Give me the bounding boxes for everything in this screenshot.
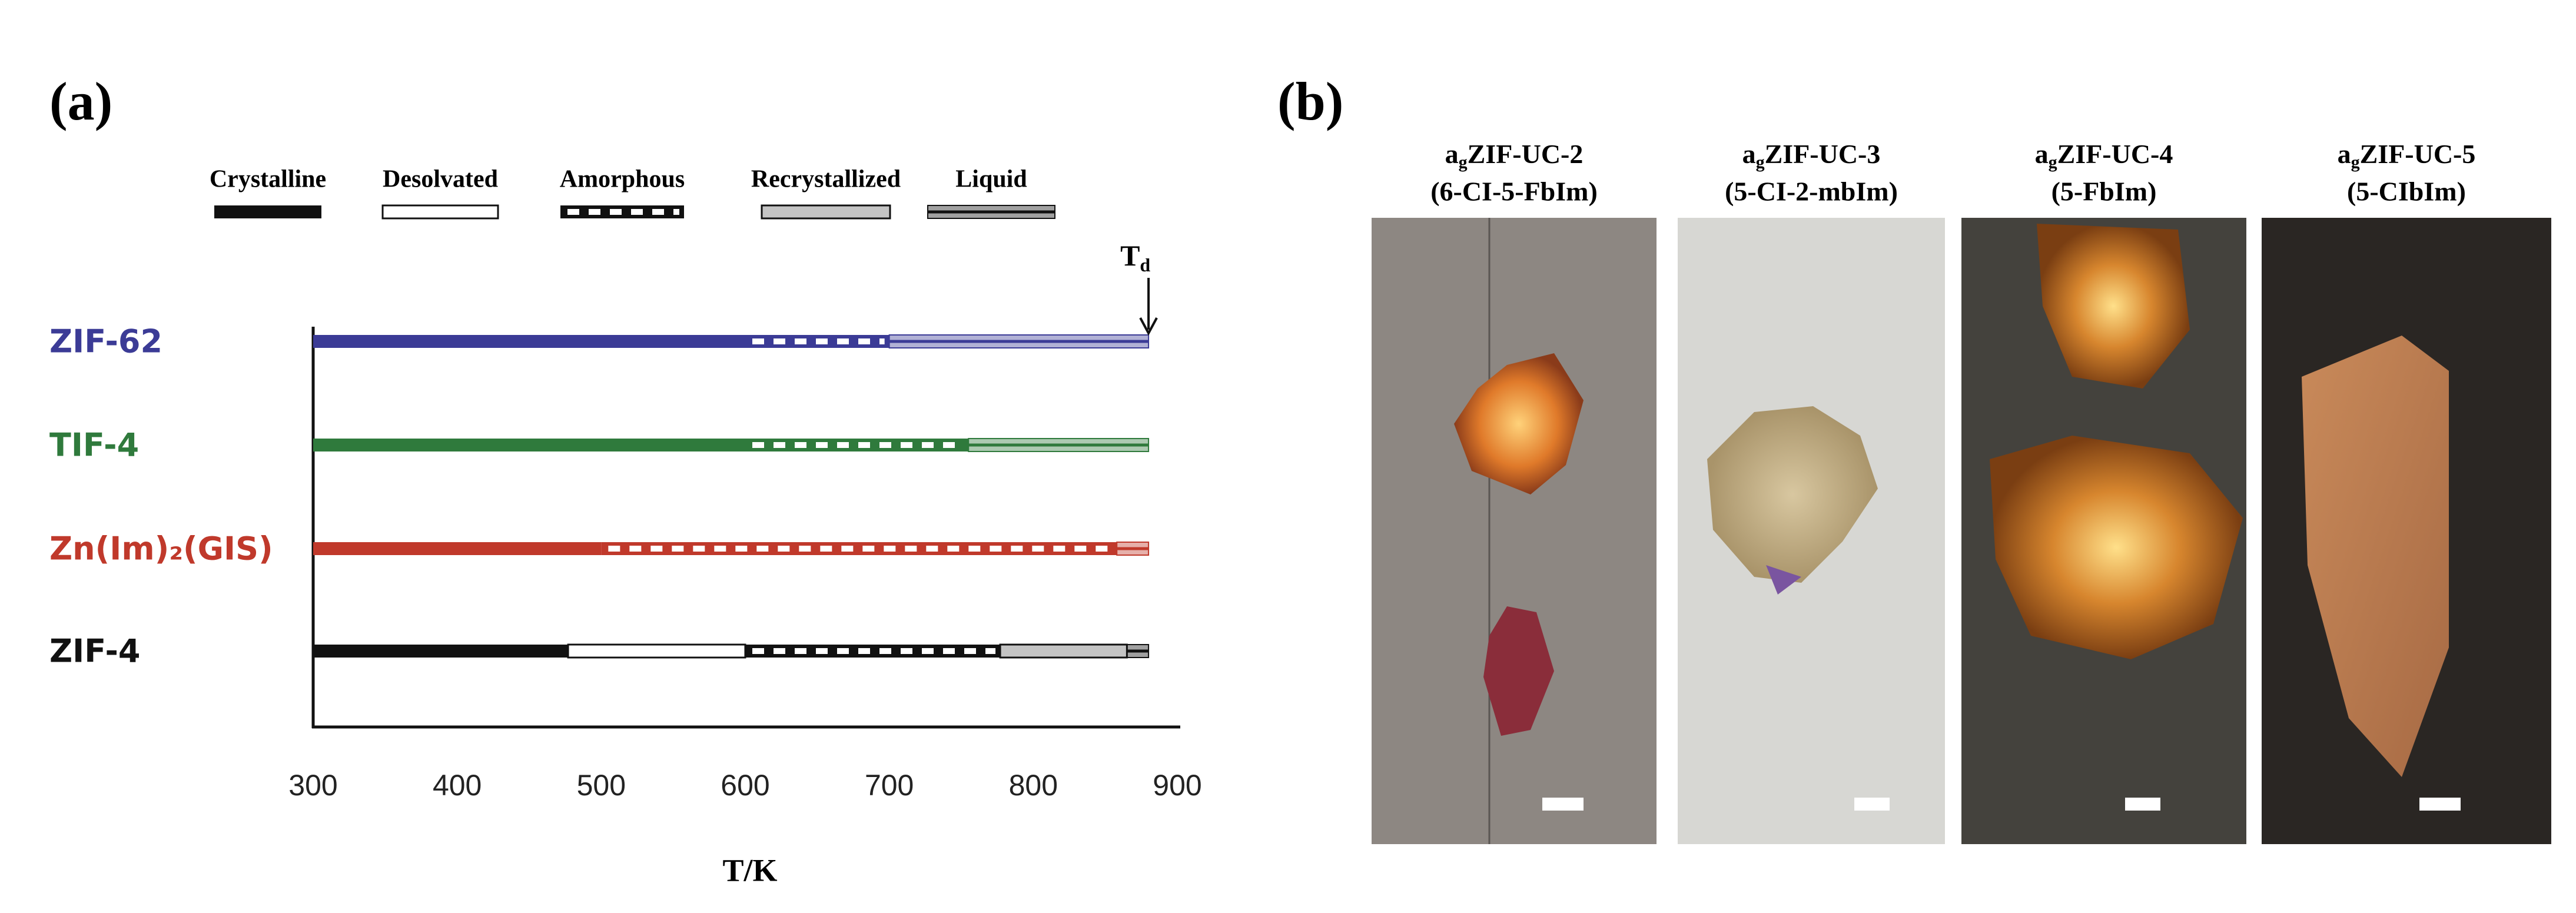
image-title: agZIF-UC-3 xyxy=(1742,139,1881,172)
td-label: Td xyxy=(1120,239,1150,275)
image-ligand: (5-CIbIm) xyxy=(2347,177,2466,207)
td-subscript: d xyxy=(1140,254,1150,275)
amorphous-segment xyxy=(745,439,969,451)
crystal xyxy=(1707,406,1878,583)
title-name: ZIF-UC-3 xyxy=(1765,139,1881,169)
x-tick-label: 500 xyxy=(577,769,626,802)
legend-label: Crystalline xyxy=(210,166,326,193)
title-prefix: a xyxy=(1445,139,1459,169)
crystalline-segment xyxy=(313,645,569,658)
title-name: ZIF-UC-5 xyxy=(2360,139,2476,169)
photo-panel xyxy=(1372,218,2551,844)
series-label: ZIF-62 xyxy=(49,323,162,360)
crystal xyxy=(2302,336,2449,777)
x-tick-label: 700 xyxy=(865,769,914,802)
scale-bar xyxy=(2419,798,2461,811)
image-title: agZIF-UC-4 xyxy=(2035,139,2173,172)
recrystallized-segment xyxy=(761,204,891,220)
title-subscript: g xyxy=(1756,152,1765,172)
amorphous-segment xyxy=(560,205,684,218)
td-text: T xyxy=(1120,239,1140,272)
legend-label: Recrystallized xyxy=(751,166,901,193)
crystalline-segment xyxy=(313,542,602,555)
legend-label: Liquid xyxy=(955,166,1027,193)
title-prefix: a xyxy=(2035,139,2049,169)
title-name: ZIF-UC-4 xyxy=(2057,139,2173,169)
x-tick-label: 600 xyxy=(721,769,769,802)
desolvated-segment xyxy=(381,204,499,220)
title-name: ZIF-UC-2 xyxy=(1468,139,1584,169)
x-tick-label: 300 xyxy=(288,769,337,802)
crystalline-segment xyxy=(313,335,745,348)
crystal xyxy=(1454,353,1584,494)
title-subscript: g xyxy=(2049,152,2057,172)
crystal xyxy=(1990,436,2243,659)
amorphous-segment xyxy=(745,645,1001,658)
x-tick-label: 800 xyxy=(1009,769,1058,802)
title-subscript: g xyxy=(1459,152,1468,172)
title-prefix: a xyxy=(2338,139,2351,169)
desolvated-segment xyxy=(567,643,746,659)
panel-label: (a) xyxy=(49,71,112,131)
legend-label: Desolvated xyxy=(383,166,498,193)
legend-label: Amorphous xyxy=(560,166,685,193)
image-ligand: (5-FbIm) xyxy=(2051,177,2157,207)
crystalline-segment xyxy=(214,205,321,218)
crystal xyxy=(1483,606,1554,736)
scale-bar xyxy=(1542,798,1584,811)
series-label: TIF-4 xyxy=(49,427,139,464)
image-title: agZIF-UC-2 xyxy=(1445,139,1584,172)
amorphous-segment xyxy=(601,542,1117,555)
image-title: agZIF-UC-5 xyxy=(2338,139,2476,172)
scale-bar xyxy=(1854,798,1890,811)
x-tick-label: 900 xyxy=(1153,769,1201,802)
photo xyxy=(1372,218,1657,844)
series-label: ZIF-4 xyxy=(49,633,140,670)
image-ligand: (5-CI-2-mbIm) xyxy=(1725,177,1898,207)
crystal xyxy=(1766,565,1801,595)
x-axis-label: T/K xyxy=(722,852,777,888)
crystal xyxy=(2037,224,2190,389)
crystalline-segment xyxy=(313,439,745,451)
scale-bar xyxy=(2125,798,2160,811)
title-prefix: a xyxy=(1742,139,1756,169)
image-ligand: (6-CI-5-FbIm) xyxy=(1430,177,1598,207)
title-subscript: g xyxy=(2351,152,2360,172)
x-tick-label: 400 xyxy=(433,769,482,802)
recrystallized-segment xyxy=(999,643,1128,659)
td-arrowhead xyxy=(1139,317,1158,336)
panel-label: (b) xyxy=(1277,71,1343,131)
series-label: Zn(Im)₂(GIS) xyxy=(49,530,273,567)
